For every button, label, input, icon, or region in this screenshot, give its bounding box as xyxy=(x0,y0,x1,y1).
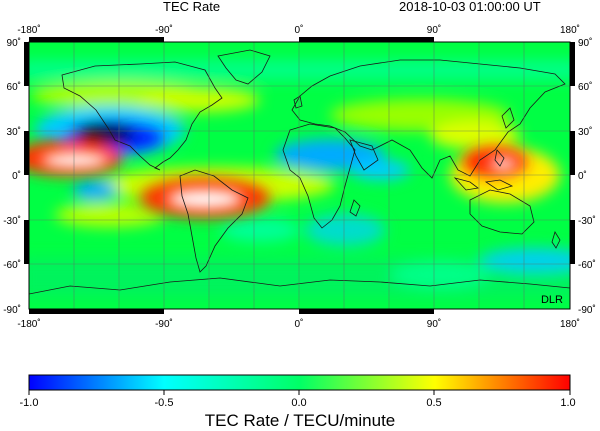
lat-tick-left: -90˚ xyxy=(3,304,21,316)
colorbar-tick-label: -1.0 xyxy=(20,397,39,409)
lon-tick-top: 0˚ xyxy=(295,24,304,36)
lon-tick-bottom: 180˚ xyxy=(560,318,580,330)
lat-tick-right: 0˚ xyxy=(578,170,587,182)
lon-tick-top: 90˚ xyxy=(427,24,441,36)
frame-ticks xyxy=(24,37,575,314)
lat-tick-right: -60˚ xyxy=(578,259,596,271)
colorbar-title: TEC Rate / TECU/minute xyxy=(204,411,396,430)
lat-tick-right: -90˚ xyxy=(578,304,596,316)
lat-tick-left: -60˚ xyxy=(3,259,21,271)
colorbar-tick-label: 0.0 xyxy=(291,397,306,409)
lat-tick-left: 60˚ xyxy=(7,81,21,93)
lon-tick-bottom: 0˚ xyxy=(295,318,304,330)
lon-tick-top: 180˚ xyxy=(560,24,580,36)
tec-rate-field xyxy=(29,42,570,309)
colorbar-ticks xyxy=(28,390,571,395)
colorbar-tick-label: 1.0 xyxy=(560,397,575,409)
lat-tick-right: 90˚ xyxy=(578,37,592,49)
lat-tick-left: 0˚ xyxy=(12,170,21,182)
lon-tick-bottom: -90˚ xyxy=(155,318,173,330)
lat-tick-left: -30˚ xyxy=(3,215,21,227)
colorbar-tick-label: 0.5 xyxy=(426,397,441,409)
lat-tick-left: 30˚ xyxy=(7,126,21,138)
coastlines xyxy=(29,49,570,295)
lon-tick-bottom: 90˚ xyxy=(427,318,441,330)
lon-tick-top: -90˚ xyxy=(155,24,173,36)
credit-label: DLR xyxy=(541,294,563,306)
timestamp: 2018-10-03 01:00:00 UT xyxy=(399,0,541,14)
lat-tick-right: -30˚ xyxy=(578,215,596,227)
lat-tick-right: 60˚ xyxy=(578,81,592,93)
map-title: TEC Rate xyxy=(163,0,221,14)
colorbar-tick-label: -0.5 xyxy=(155,397,174,409)
colorbar xyxy=(28,374,571,391)
lat-tick-left: 90˚ xyxy=(7,37,21,49)
graticule xyxy=(29,42,570,309)
lon-tick-bottom: -180˚ xyxy=(17,318,40,330)
lon-tick-top: -180˚ xyxy=(17,24,40,36)
lat-tick-right: 30˚ xyxy=(578,126,592,138)
